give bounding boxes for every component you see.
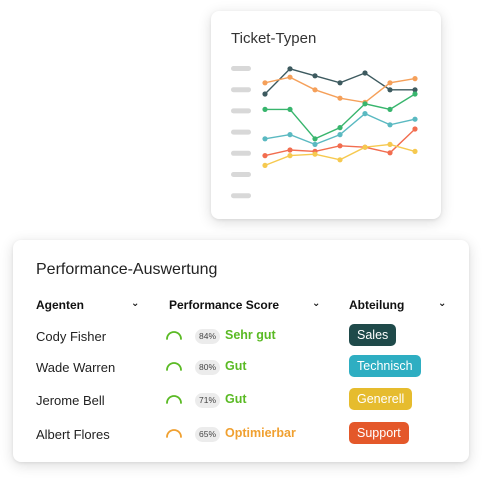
chevron-down-icon[interactable]: ⌄ <box>438 298 447 309</box>
chevron-down-icon[interactable]: ⌄ <box>312 298 321 309</box>
data-point <box>287 106 293 112</box>
data-point <box>337 132 343 138</box>
score-percent: 65% <box>195 427 221 442</box>
department-badge: Generell <box>349 388 413 410</box>
score-gauge-icon <box>166 429 182 438</box>
table-row[interactable]: Albert Flores 65% Optimierbar Support <box>13 420 469 450</box>
data-point <box>387 141 393 147</box>
header-agents-label: Agenten <box>36 298 84 312</box>
chart-card: Ticket-Typen <box>211 11 441 219</box>
data-point <box>337 95 343 101</box>
data-point <box>287 132 293 138</box>
header-score-label: Performance Score <box>169 298 280 312</box>
score-gauge-icon <box>166 331 182 340</box>
data-point <box>412 87 418 93</box>
score-percent: 80% <box>195 360 221 375</box>
data-point <box>287 147 293 153</box>
y-tick-placeholder <box>231 87 251 93</box>
data-point <box>412 76 418 82</box>
data-point <box>412 126 418 132</box>
gauge-arc <box>166 429 182 438</box>
score-gauge-icon <box>166 362 182 371</box>
department-badge: Technisch <box>349 355 421 377</box>
y-tick-placeholder <box>231 129 251 135</box>
data-point <box>337 125 343 131</box>
data-point <box>262 162 268 168</box>
data-point <box>387 80 393 86</box>
data-point <box>287 74 293 80</box>
score-percent: 71% <box>195 393 221 408</box>
score-gauge-icon <box>166 395 182 404</box>
y-tick-placeholder <box>231 150 251 156</box>
data-point <box>312 73 318 79</box>
performance-card: Performance-Auswertung Agenten ⌄ Perform… <box>13 240 469 462</box>
table-row[interactable]: Jerome Bell 71% Gut Generell <box>13 386 469 416</box>
agent-name: Cody Fisher <box>36 329 107 344</box>
data-point <box>362 101 368 107</box>
data-point <box>412 91 418 97</box>
score-rating: Gut <box>225 392 247 406</box>
data-point <box>387 122 393 128</box>
data-point <box>412 148 418 154</box>
data-point <box>312 151 318 157</box>
data-point <box>412 116 418 122</box>
y-tick-placeholder <box>231 66 251 71</box>
data-point <box>337 80 343 86</box>
data-point <box>312 136 318 142</box>
y-tick-placeholder <box>231 172 251 177</box>
data-point <box>262 153 268 159</box>
y-tick-placeholder <box>231 108 251 114</box>
data-point <box>337 143 343 149</box>
data-point <box>262 136 268 142</box>
data-point <box>387 87 393 93</box>
data-point <box>312 87 318 93</box>
agent-name: Jerome Bell <box>36 393 105 408</box>
data-point <box>362 144 368 150</box>
data-point <box>262 106 268 112</box>
chevron-down-icon[interactable]: ⌄ <box>131 298 140 309</box>
data-point <box>262 80 268 86</box>
gauge-arc <box>166 362 182 371</box>
gauge-arc <box>166 395 182 404</box>
data-point <box>287 153 293 159</box>
header-agents[interactable]: Agenten ⌄ <box>36 298 139 312</box>
header-department[interactable]: Abteilung ⌄ <box>349 298 446 312</box>
chart-title: Ticket-Typen <box>231 30 317 47</box>
data-point <box>337 157 343 163</box>
score-percent: 84% <box>195 329 221 344</box>
data-point <box>362 70 368 76</box>
department-badge: Sales <box>349 324 397 346</box>
score-rating: Sehr gut <box>225 328 276 342</box>
data-point <box>362 111 368 117</box>
table-row[interactable]: Cody Fisher 84% Sehr gut Sales <box>13 322 469 352</box>
y-tick-placeholder <box>231 193 251 199</box>
data-point <box>262 91 268 97</box>
header-department-label: Abteilung <box>349 298 405 312</box>
header-performance-score[interactable]: Performance Score ⌄ <box>169 298 320 312</box>
gauge-arc <box>166 331 182 340</box>
score-rating: Optimierbar <box>225 426 296 440</box>
department-badge: Support <box>349 422 409 444</box>
table-row[interactable]: Wade Warren 80% Gut Technisch <box>13 353 469 383</box>
data-point <box>387 106 393 112</box>
data-point <box>287 66 293 72</box>
data-point <box>312 141 318 147</box>
data-point <box>387 150 393 156</box>
agent-name: Wade Warren <box>36 360 116 375</box>
table-title: Performance-Auswertung <box>36 261 218 278</box>
score-rating: Gut <box>225 359 247 373</box>
agent-name: Albert Flores <box>36 427 110 442</box>
line-chart <box>231 66 418 199</box>
